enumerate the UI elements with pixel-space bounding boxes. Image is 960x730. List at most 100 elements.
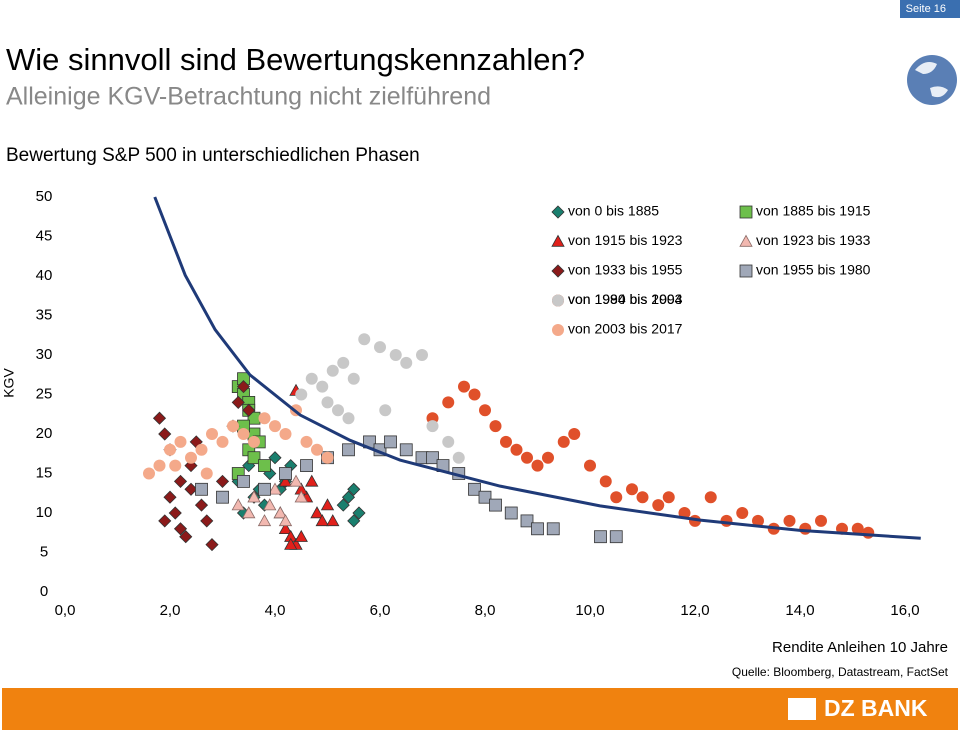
point (273, 506, 287, 519)
point (358, 333, 371, 346)
y-tick-label: 15 (36, 464, 53, 481)
point (321, 396, 334, 409)
point (300, 435, 313, 448)
point (783, 514, 796, 527)
point (269, 420, 281, 433)
point (242, 506, 256, 519)
point (546, 522, 560, 536)
point (662, 491, 675, 504)
legend-marker (551, 264, 565, 278)
point (347, 482, 361, 496)
x-tick-label: 8,0 (475, 602, 496, 619)
point (442, 435, 455, 448)
point (158, 514, 172, 528)
point (184, 482, 198, 496)
point (216, 490, 229, 504)
point (231, 498, 245, 511)
globe-land (915, 62, 948, 98)
point (468, 482, 481, 496)
point (479, 404, 491, 417)
y-tick-label: 25 (36, 385, 53, 402)
point (458, 380, 470, 393)
legend-label: von 1933 bis 1955 (568, 262, 683, 278)
page-tab (900, 0, 960, 18)
point (247, 451, 261, 465)
point (231, 395, 245, 409)
legend-label: von 2003 bis 2017 (568, 321, 683, 337)
x-tick-label: 14,0 (785, 602, 814, 619)
x-tick-label: 2,0 (160, 602, 181, 619)
point (342, 443, 355, 457)
x-tick-label: 10,0 (575, 602, 604, 619)
point (504, 506, 518, 520)
legend-label: von 1994 bis 2003 (568, 291, 683, 307)
point (215, 474, 230, 488)
point (531, 459, 544, 472)
point (442, 396, 455, 409)
point (326, 514, 340, 527)
y-axis-label: KGV (1, 368, 17, 398)
point (489, 420, 502, 433)
legend-label: von 1923 bis 1933 (756, 232, 871, 248)
point (173, 474, 188, 488)
point (236, 380, 251, 394)
logo-mark (788, 698, 816, 720)
point (799, 522, 812, 535)
point (452, 451, 465, 464)
point (342, 412, 355, 425)
point (278, 521, 293, 534)
y-tick-label: 20 (36, 425, 53, 442)
legend-marker (739, 264, 753, 278)
point (278, 514, 293, 527)
point (399, 443, 413, 457)
point (284, 537, 298, 550)
point (542, 451, 554, 464)
point (599, 475, 612, 488)
y-tick-label: 30 (36, 346, 53, 363)
point (258, 482, 271, 496)
point (310, 506, 324, 519)
point (400, 356, 413, 369)
point (736, 507, 749, 519)
point (258, 459, 271, 473)
point (609, 530, 623, 544)
point (379, 404, 392, 417)
point (531, 522, 544, 536)
point (389, 349, 402, 361)
legend-label: von 1980 bis 1994 (568, 291, 683, 307)
point (468, 388, 481, 401)
point (195, 443, 208, 456)
point (158, 427, 172, 441)
point (337, 356, 350, 369)
legend-marker (739, 205, 753, 219)
point (247, 490, 261, 503)
legend-marker (551, 234, 565, 247)
point (594, 530, 607, 544)
y-tick-label: 0 (40, 583, 48, 600)
point (851, 522, 864, 535)
point (320, 498, 335, 511)
point (315, 514, 329, 527)
x-axis-label: Rendite Anleihen 10 Jahre (772, 639, 948, 656)
legend-marker (552, 324, 564, 336)
x-tick-label: 16,0 (890, 602, 919, 619)
point (610, 491, 623, 504)
point (489, 498, 502, 512)
point (557, 435, 570, 448)
point (300, 459, 313, 473)
point (321, 451, 334, 464)
x-tick-label: 0,0 (55, 602, 76, 619)
point (143, 467, 155, 480)
x-tick-label: 12,0 (680, 602, 709, 619)
source: Quelle: Bloomberg, Datastream, FactSet (732, 665, 949, 679)
point (416, 349, 428, 361)
point (152, 411, 167, 425)
point (163, 490, 177, 504)
y-tick-label: 10 (36, 504, 53, 521)
point (268, 451, 282, 465)
legend-label: von 0 bis 1885 (568, 203, 659, 219)
y-tick-label: 50 (36, 188, 53, 205)
point (258, 412, 271, 425)
x-tick-label: 4,0 (265, 602, 286, 619)
